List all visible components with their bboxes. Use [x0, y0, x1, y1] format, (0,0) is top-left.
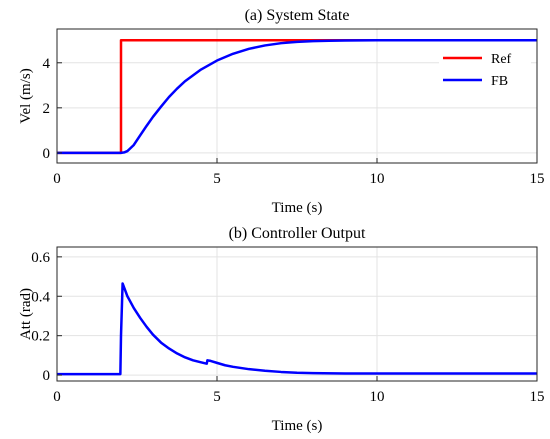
- y-axis-label: Vel (m/s): [18, 68, 34, 123]
- y-tick-label: 0.2: [31, 329, 50, 345]
- chart-title: (a) System State: [245, 7, 350, 24]
- y-tick-label: 0: [43, 146, 51, 162]
- series-group: [57, 282, 537, 376]
- x-tick-label: 15: [530, 171, 545, 187]
- x-axis-label: Time (s): [272, 418, 323, 434]
- x-axis-label: Time (s): [272, 200, 323, 216]
- legend: Ref FB: [439, 43, 531, 91]
- y-axis-label: Att (rad): [18, 288, 34, 340]
- x-tick-label: 0: [53, 171, 61, 187]
- y-tick-label: 2: [43, 101, 51, 117]
- x-tick-label: 15: [530, 389, 545, 405]
- panel-controller-output: (b) Controller Output 0 5 10 15 0 0.2 0.4 0.6 T…: [18, 225, 545, 434]
- tick-labels: 0 5 10 15 0 0.2 0.4 0.6: [31, 250, 544, 405]
- series-line: [57, 282, 537, 376]
- y-tick-label: 0.6: [31, 250, 50, 266]
- y-tick-label: 0: [43, 368, 51, 384]
- series-group: [57, 39, 537, 155]
- y-tick-label: 4: [43, 56, 51, 72]
- legend-box: [439, 43, 531, 91]
- x-tick-label: 5: [213, 171, 221, 187]
- legend-label-fb: FB: [491, 74, 508, 89]
- x-tick-label: 5: [213, 389, 221, 405]
- chart-title: (b) Controller Output: [229, 225, 366, 242]
- series-line-fb: [57, 39, 537, 155]
- x-tick-label: 0: [53, 389, 61, 405]
- panel-system-state: (a) System State 0 5 10 15 0 2 4 Time (s) Vel …: [18, 7, 545, 216]
- plot-frame: [56, 246, 538, 382]
- x-tick-label: 10: [370, 171, 385, 187]
- tick-labels: 0 5 10 15 0 2 4: [43, 56, 545, 187]
- x-tick-label: 10: [370, 389, 385, 405]
- legend-label-ref: Ref: [491, 52, 512, 67]
- grid: [57, 247, 537, 381]
- plot-frame: [56, 28, 538, 164]
- y-tick-label: 0.4: [31, 289, 50, 305]
